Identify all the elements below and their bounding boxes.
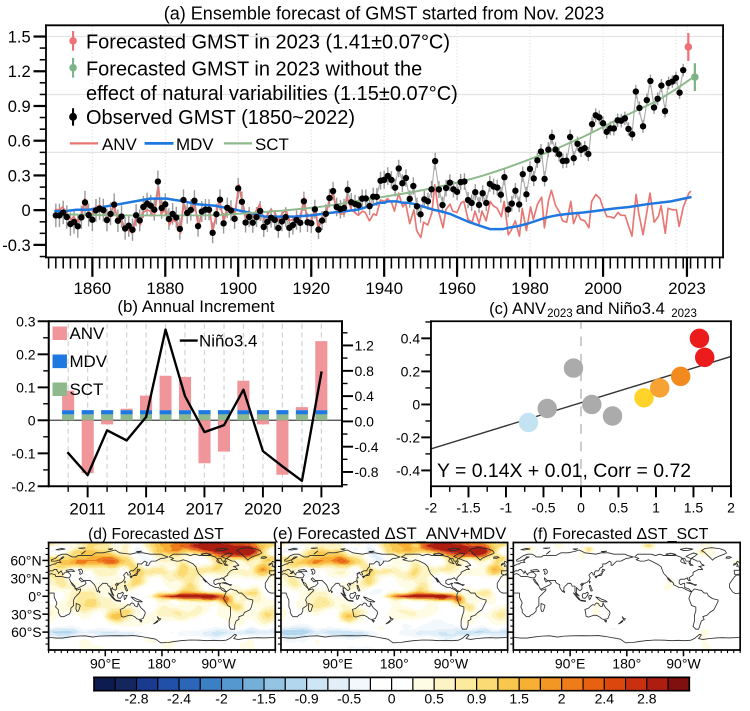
svg-text:1.2: 1.2 (354, 338, 374, 354)
svg-text:1.5: 1.5 (684, 499, 704, 515)
svg-text:effect of natural variabilitie: effect of natural variabilities (1.15±0.… (86, 83, 458, 105)
svg-text:1: 1 (652, 499, 660, 515)
svg-text:2023: 2023 (547, 308, 573, 320)
svg-text:MDV: MDV (176, 135, 214, 154)
svg-text:0.2: 0.2 (16, 346, 36, 362)
svg-text:1960: 1960 (438, 279, 476, 298)
svg-text:(f) Forecasted ΔST_SCT: (f) Forecasted ΔST_SCT (533, 526, 709, 543)
svg-text:2.4: 2.4 (595, 690, 615, 706)
svg-text:0.4: 0.4 (401, 330, 421, 346)
svg-text:1860: 1860 (74, 279, 112, 298)
svg-text:90°W: 90°W (201, 655, 236, 671)
svg-text:-0.4: -0.4 (396, 462, 420, 478)
svg-text:0.8: 0.8 (354, 363, 374, 379)
svg-text:1880: 1880 (146, 279, 184, 298)
svg-text:-0.9: -0.9 (295, 690, 319, 706)
svg-text:0.3: 0.3 (8, 166, 31, 185)
svg-text:ANV: ANV (69, 324, 105, 343)
svg-text:Forecasted GMST in 2023 (1.41±: Forecasted GMST in 2023 (1.41±0.07°C) (86, 31, 450, 53)
svg-text:0: 0 (388, 690, 396, 706)
svg-text:30°S: 30°S (11, 606, 42, 622)
svg-text:Niño3.4: Niño3.4 (199, 332, 257, 351)
svg-text:0.3: 0.3 (16, 313, 36, 329)
svg-text:0.2: 0.2 (401, 364, 421, 380)
svg-text:(c) ANV: (c) ANV (489, 299, 546, 318)
svg-text:90°W: 90°W (666, 655, 701, 671)
svg-text:-0.1: -0.1 (11, 445, 35, 461)
svg-text:SCT: SCT (69, 380, 103, 399)
svg-text:-0.5: -0.5 (531, 499, 555, 515)
svg-text:-0.2: -0.2 (11, 478, 35, 494)
svg-text:90°E: 90°E (555, 655, 586, 671)
svg-text:0.5: 0.5 (424, 690, 444, 706)
svg-text:-1: -1 (500, 499, 513, 515)
svg-text:2.8: 2.8 (637, 690, 657, 706)
svg-text:90°E: 90°E (90, 655, 121, 671)
svg-text:-1.5: -1.5 (252, 690, 276, 706)
svg-text:1980: 1980 (511, 279, 549, 298)
svg-text:2: 2 (727, 499, 735, 515)
svg-text:0.5: 0.5 (609, 499, 629, 515)
svg-text:90°E: 90°E (322, 655, 353, 671)
svg-text:0.4: 0.4 (354, 388, 374, 404)
svg-text:1920: 1920 (292, 279, 330, 298)
svg-text:(b) Annual Increment: (b) Annual Increment (117, 297, 275, 316)
svg-text:and Niño3.4: and Niño3.4 (576, 299, 665, 318)
svg-text:2011: 2011 (69, 500, 105, 519)
svg-text:1.2: 1.2 (8, 62, 31, 81)
svg-text:2014: 2014 (127, 500, 165, 519)
svg-text:-2: -2 (215, 690, 228, 706)
svg-text:2023: 2023 (303, 500, 341, 519)
svg-text:0: 0 (412, 396, 420, 412)
svg-text:180°: 180° (380, 655, 409, 671)
svg-text:SCT: SCT (255, 135, 289, 154)
svg-text:Observed GMST (1850~2022): Observed GMST (1850~2022) (86, 107, 355, 129)
svg-text:0°: 0° (28, 588, 41, 604)
svg-text:-0.8: -0.8 (354, 464, 378, 480)
svg-text:0.0: 0.0 (354, 414, 374, 430)
svg-text:-0.4: -0.4 (354, 439, 378, 455)
svg-text:0: 0 (28, 412, 36, 428)
svg-text:1.5: 1.5 (509, 690, 529, 706)
svg-text:-2.8: -2.8 (124, 690, 148, 706)
svg-text:Y = 0.14X + 0.01, Corr = 0.72: Y = 0.14X + 0.01, Corr = 0.72 (437, 460, 691, 482)
svg-text:2020: 2020 (244, 500, 282, 519)
svg-text:MDV: MDV (69, 352, 107, 371)
svg-text:1.5: 1.5 (8, 28, 31, 47)
svg-text:1940: 1940 (365, 279, 403, 298)
svg-text:0.1: 0.1 (16, 379, 36, 395)
svg-text:0.6: 0.6 (8, 132, 31, 151)
svg-text:-0.3: -0.3 (2, 236, 30, 255)
svg-text:-0.2: -0.2 (396, 430, 420, 446)
svg-text:0.9: 0.9 (467, 690, 487, 706)
svg-text:Forecasted GMST in 2023 withou: Forecasted GMST in 2023 without the (86, 59, 422, 81)
svg-text:180°: 180° (147, 655, 176, 671)
svg-text:ANV: ANV (102, 135, 138, 154)
svg-text:-0.5: -0.5 (337, 690, 361, 706)
svg-text:60°S: 60°S (11, 624, 42, 640)
svg-text:1900: 1900 (219, 279, 257, 298)
svg-text:90°W: 90°W (434, 655, 469, 671)
svg-text:(e) Forecasted ΔST_ANV+MDV: (e) Forecasted ΔST_ANV+MDV (273, 524, 507, 543)
svg-text:-1.5: -1.5 (456, 499, 480, 515)
svg-text:2000: 2000 (584, 279, 622, 298)
svg-text:(d) Forecasted ΔST: (d) Forecasted ΔST (88, 526, 224, 543)
svg-text:-2: -2 (425, 499, 438, 515)
svg-text:30°N: 30°N (10, 570, 41, 586)
svg-text:-2.4: -2.4 (167, 690, 191, 706)
svg-text:60°N: 60°N (10, 553, 41, 569)
svg-text:0.9: 0.9 (8, 97, 31, 116)
svg-text:(a) Ensemble forecast of GMST: (a) Ensemble forecast of GMST started fr… (164, 3, 605, 23)
svg-text:180°: 180° (612, 655, 641, 671)
svg-text:0: 0 (22, 201, 31, 220)
svg-text:2: 2 (558, 690, 566, 706)
svg-text:2023: 2023 (671, 308, 697, 320)
svg-text:2017: 2017 (186, 500, 224, 519)
svg-text:0: 0 (577, 499, 585, 515)
svg-text:2023: 2023 (668, 279, 706, 298)
